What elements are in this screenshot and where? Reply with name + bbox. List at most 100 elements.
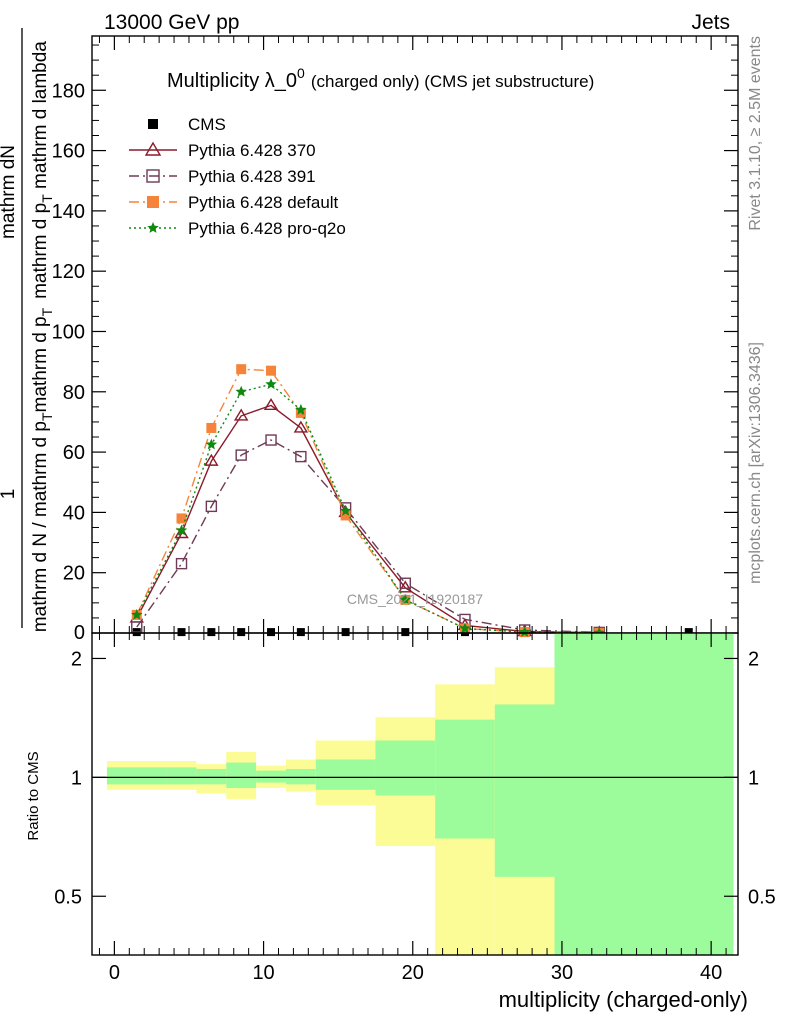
chart-title-sup: 0 <box>297 65 305 81</box>
data-point <box>236 364 247 375</box>
data-point <box>398 580 413 593</box>
main-axis-ticks: 20 40 60 80 100 120 140 160 180 0 <box>52 36 738 644</box>
data-point <box>295 450 307 463</box>
data-point <box>267 628 276 637</box>
legend-label: Pythia 6.428 default <box>188 193 339 212</box>
data-point <box>518 626 531 637</box>
data-point <box>339 504 352 516</box>
header-right: Jets <box>691 11 730 34</box>
ratio-y-tick-label-right: 1 <box>748 767 759 789</box>
y-tick-label: 80 <box>63 382 85 404</box>
chart-title-sub: (charged only) (CMS jet substructure) <box>311 72 594 91</box>
ratio-band-inner <box>494 704 555 877</box>
ylabel-frac-top: mathrm dN <box>0 145 19 239</box>
series-pythia-6-428-391 <box>131 434 605 639</box>
ratio-band-inner <box>106 767 167 785</box>
y-tick-label: 20 <box>63 563 85 585</box>
y-tick-label: 180 <box>52 80 85 102</box>
y-tick-label: 40 <box>63 502 85 524</box>
x-axis-label: multiplicity (charged-only) <box>499 987 748 1012</box>
y-tick-label: 120 <box>52 261 85 283</box>
data-point <box>207 628 216 637</box>
ratio-band-inner <box>166 767 197 785</box>
legend-entry: Pythia 6.428 370 <box>129 141 316 160</box>
data-point <box>206 422 217 433</box>
data-point <box>205 500 218 513</box>
ratio-panel: 0.5 0.51 12 20 10 20 30 40 Ratio to CMS multipl… <box>25 632 776 1012</box>
data-point <box>131 608 143 620</box>
data-point <box>174 526 189 539</box>
data-point <box>296 628 305 637</box>
chart-title-main: Multiplicity λ_0 <box>167 70 297 92</box>
ratio-band-inner <box>554 633 734 955</box>
legend-marker <box>147 222 159 233</box>
series-line-pythia-6-428-pro-q2o <box>136 383 600 634</box>
series-line-pythia-6-428-370 <box>136 404 600 634</box>
data-point <box>341 628 350 637</box>
ratio-y-tick-label: 0.5 <box>54 886 82 908</box>
rivet-label: Rivet 3.1.10, ≥ 2.5M events <box>747 36 764 231</box>
ratio-ylabel: Ratio to CMS <box>25 751 42 840</box>
legend-entry: CMS <box>148 115 226 134</box>
data-point <box>235 449 247 461</box>
y-tick-label: 160 <box>52 141 85 163</box>
data-point <box>176 513 187 524</box>
legend-label: CMS <box>188 115 226 134</box>
main-panel: CMS_2021_I1920187 2040608010012014016018… <box>0 28 739 644</box>
data-point <box>399 577 412 589</box>
data-point <box>131 621 143 633</box>
data-point <box>175 557 188 570</box>
data-point <box>233 408 249 421</box>
ratio-band-inner <box>226 762 257 788</box>
data-point <box>266 365 277 376</box>
legend-marker <box>146 169 160 183</box>
data-point <box>237 628 246 637</box>
data-point <box>265 378 277 390</box>
data-point <box>399 593 411 605</box>
ratio-axis-ticks: 0.5 0.51 12 20 10 20 30 40 <box>54 633 776 984</box>
ratio-y-tick-label-right: 0.5 <box>748 886 776 908</box>
data-point <box>401 628 410 637</box>
data-point <box>205 438 218 450</box>
ratio-y-tick-label: 2 <box>71 648 82 670</box>
data-point <box>175 524 188 536</box>
y-tick-label: 100 <box>52 321 85 343</box>
legend-label: Pythia 6.428 370 <box>188 141 316 160</box>
ratio-band-inner <box>315 759 376 790</box>
main-series-layer <box>129 364 693 639</box>
chart-title: Multiplicity λ_00 (charged only) (CMS jet… <box>167 65 594 92</box>
x-tick-label: 20 <box>402 962 424 984</box>
legend-entry: Pythia 6.428 pro-q2o <box>129 219 346 238</box>
legend-label: Pythia 6.428 pro-q2o <box>188 219 346 238</box>
data-point <box>295 407 306 418</box>
main-ylabel: mathrm dN mathrm d pT mathrm d lambda 1 … <box>0 28 55 632</box>
ratio-band-inner <box>196 768 227 785</box>
x-tick-label: 40 <box>700 962 722 984</box>
legend-label: Pythia 6.428 391 <box>188 167 316 186</box>
ratio-band-inner <box>375 740 436 796</box>
data-point <box>340 510 351 521</box>
x-tick-label: 10 <box>252 962 274 984</box>
legend-marker <box>144 141 162 156</box>
x-tick-label: 0 <box>109 962 120 984</box>
y-tick-label: 60 <box>63 442 85 464</box>
ratio-y-tick-label: 1 <box>71 767 82 789</box>
data-point <box>593 626 605 638</box>
legend-marker <box>148 119 158 129</box>
data-point <box>459 622 471 634</box>
legend: CMS Pythia 6.428 370 Pythia 6.428 391 Pythi… <box>129 115 346 238</box>
ratio-y-tick-label-right: 2 <box>748 648 759 670</box>
legend-entry: Pythia 6.428 default <box>129 193 339 212</box>
data-point <box>265 434 277 446</box>
y-tick-label: 140 <box>52 201 85 223</box>
data-point <box>295 403 307 415</box>
header-left: 13000 GeV pp <box>104 11 239 34</box>
data-point <box>204 453 219 466</box>
ratio-band-inner <box>256 770 286 783</box>
legend-marker <box>147 196 159 208</box>
ratio-frame <box>91 632 739 956</box>
data-point <box>263 397 279 411</box>
ratio-band-inner <box>285 768 316 785</box>
ratio-bands <box>92 633 738 955</box>
